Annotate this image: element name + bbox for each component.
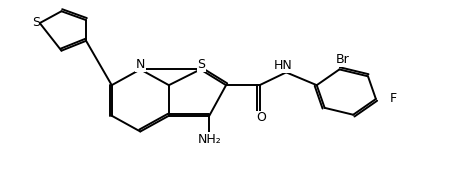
Text: NH₂: NH₂ <box>197 133 221 146</box>
Text: N: N <box>135 58 145 71</box>
Text: Br: Br <box>335 53 348 66</box>
Text: O: O <box>256 111 266 124</box>
Text: S: S <box>197 58 205 71</box>
Text: HN: HN <box>273 59 292 72</box>
Text: F: F <box>389 93 396 106</box>
Text: S: S <box>32 16 40 29</box>
